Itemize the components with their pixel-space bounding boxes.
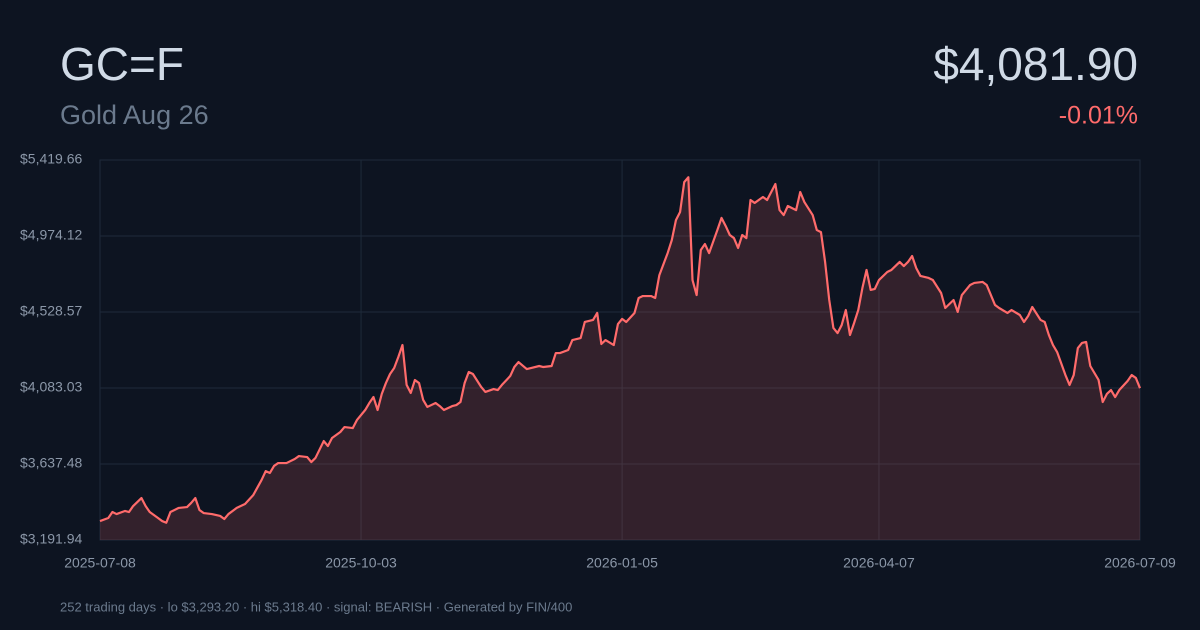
price-line xyxy=(99,176,1142,524)
y-tick-label: $4,083.03 xyxy=(20,379,82,395)
x-tick-label: 2026-04-07 xyxy=(843,555,915,571)
y-tick-label: $5,419.66 xyxy=(20,151,82,167)
x-tick-label: 2026-01-05 xyxy=(586,555,658,571)
area-fill xyxy=(100,177,1140,540)
instrument-name: Gold Aug 26 xyxy=(60,100,209,130)
x-tick-label: 2025-10-03 xyxy=(325,555,397,571)
change: -0.01% xyxy=(1059,102,1138,130)
symbol: GC=F xyxy=(60,38,184,90)
footer: 252 trading days · lo $3,293.20 · hi $5,… xyxy=(60,599,572,614)
y-tick-label: $3,637.48 xyxy=(20,455,82,471)
plot: $3,191.94 $3,637.48 $4,083.03 $4,528.57 $4,9… xyxy=(20,151,1176,571)
y-tick-label: $3,191.94 xyxy=(20,531,82,547)
x-tick-label: 2026-07-09 xyxy=(1104,555,1176,571)
y-tick-label: $4,528.57 xyxy=(20,303,82,319)
price: $4,081.90 xyxy=(933,38,1138,90)
y-tick-label: $4,974.12 xyxy=(20,227,82,243)
x-tick-label: 2025-07-08 xyxy=(64,555,136,571)
